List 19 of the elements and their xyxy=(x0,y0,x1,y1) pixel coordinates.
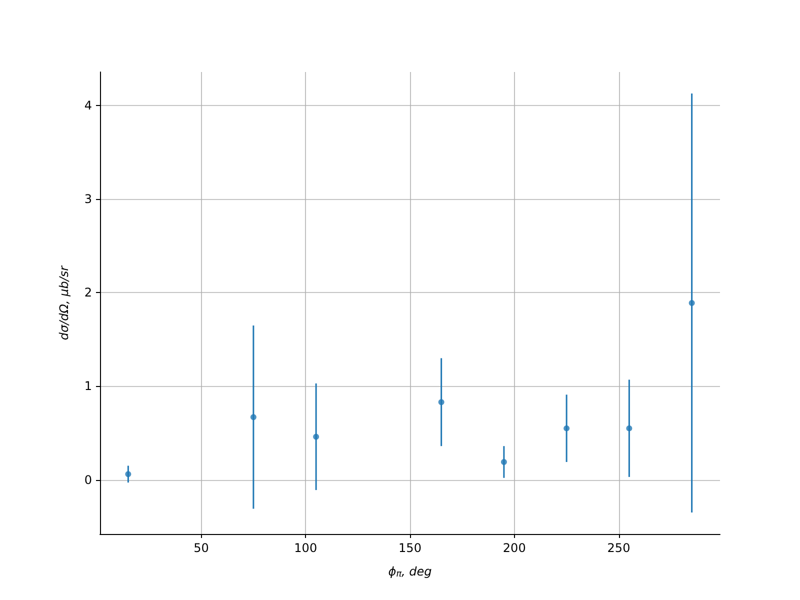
point xyxy=(564,425,570,432)
point xyxy=(626,425,632,432)
y-tick-label: 1 xyxy=(84,379,92,394)
point xyxy=(438,399,444,406)
x-tick-label: 50 xyxy=(194,541,209,555)
y-axis-title: dσ/dΩ, μb/sr xyxy=(57,264,71,340)
y-tick-label: 4 xyxy=(84,98,92,113)
point xyxy=(500,458,507,465)
point xyxy=(125,471,132,478)
point xyxy=(250,414,256,420)
x-tick-label: 250 xyxy=(607,541,630,555)
y-tick-label: 3 xyxy=(84,192,92,206)
x-tick-label: 200 xyxy=(502,541,526,555)
y-tick-label: 2 xyxy=(84,286,92,300)
x-tick-label: 100 xyxy=(294,541,318,555)
y-tick-label: 0 xyxy=(84,472,92,487)
point xyxy=(688,300,695,306)
point xyxy=(313,434,320,440)
x-tick-label: 150 xyxy=(398,541,422,555)
